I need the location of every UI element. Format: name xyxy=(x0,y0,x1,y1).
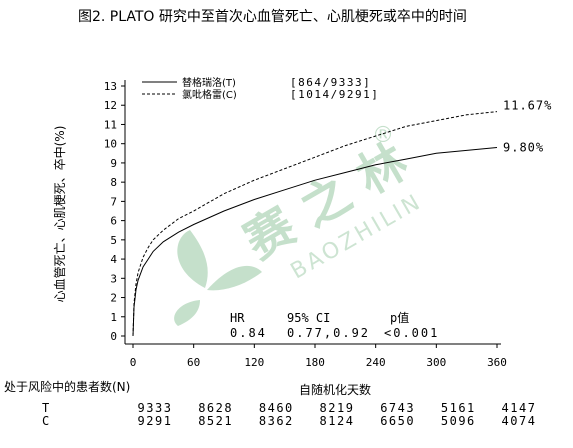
series-line-0 xyxy=(132,147,498,337)
stats-value: 0.77,0.92 xyxy=(287,326,370,340)
legend-count: [1014/9291] xyxy=(290,88,379,101)
risk-value: 6743 xyxy=(380,401,415,415)
legend-count: [864/9333] xyxy=(290,76,371,89)
y-axis-title: 心血管死亡、心肌梗死、卒中(%) xyxy=(52,126,67,303)
risk-value: 8362 xyxy=(259,414,294,428)
risk-value: 9333 xyxy=(138,401,173,415)
chart-legend: 替格瑞洛(T) [864/9333] 氯吡格雷(C) [1014/9291] xyxy=(142,76,379,101)
y-tick-label: 3 xyxy=(110,272,117,285)
x-tick-label: 180 xyxy=(305,356,325,369)
y-tick-label: 13 xyxy=(104,80,117,93)
risk-value: 6650 xyxy=(380,414,415,428)
series-end-label: 9.80% xyxy=(503,141,544,155)
watermark: 赛 之 林 BAOZHILIN ® xyxy=(174,123,427,326)
risk-value: 5096 xyxy=(441,414,476,428)
risk-table-label: 处于风险中的患者数(N) xyxy=(4,380,131,394)
series-end-label: 11.67% xyxy=(503,99,552,113)
stats-value: <0.001 xyxy=(384,326,439,340)
leaf-logo-icon xyxy=(174,230,262,326)
risk-group: T xyxy=(42,401,49,415)
y-tick-label: 7 xyxy=(110,195,117,208)
risk-value: 8124 xyxy=(320,414,355,428)
x-tick-label: 60 xyxy=(187,356,200,369)
risk-value: 8521 xyxy=(198,414,233,428)
x-tick-label: 120 xyxy=(244,356,264,369)
x-tick-label: 360 xyxy=(487,356,507,369)
x-tick-label: 0 xyxy=(130,356,137,369)
legend-label: 氯吡格雷(C) xyxy=(182,88,237,101)
risk-group: C xyxy=(42,414,49,428)
series-line-1 xyxy=(132,111,498,337)
y-tick-label: 0 xyxy=(110,330,117,343)
watermark-registered: ® xyxy=(372,123,394,148)
stats-header: 95% CI xyxy=(287,311,330,325)
chart-series: 9.80% 11.67% xyxy=(132,99,552,337)
risk-value: 8219 xyxy=(320,401,355,415)
risk-value: 4074 xyxy=(502,414,537,428)
risk-value: 8628 xyxy=(198,401,233,415)
y-tick-label: 12 xyxy=(104,99,117,112)
stats-value: 0.84 xyxy=(230,326,267,340)
y-tick-label: 11 xyxy=(104,118,117,131)
y-tick-label: 5 xyxy=(110,234,117,247)
stats-header: p值 xyxy=(390,310,409,325)
y-tick-label: 9 xyxy=(110,157,117,170)
y-tick-label: 6 xyxy=(110,215,117,228)
risk-value: 4147 xyxy=(502,401,537,415)
risk-value: 5161 xyxy=(441,401,476,415)
y-tick-label: 2 xyxy=(110,292,117,305)
y-tick-label: 1 xyxy=(110,311,117,324)
risk-table: T 9333 8628 8460 8219 6743 5161 4147 C 9291 8521 83… xyxy=(42,401,537,428)
figure-title: 图2. PLATO 研究中至首次心血管死亡、心肌梗死或卒中的时间 xyxy=(78,9,467,25)
x-tick-label: 300 xyxy=(426,356,446,369)
risk-value: 8460 xyxy=(259,401,294,415)
y-tick-label: 8 xyxy=(110,176,117,189)
x-tick-label: 240 xyxy=(366,356,386,369)
y-tick-label: 4 xyxy=(110,253,117,266)
chart-annotations: HR 95% CI p值 0.84 0.77,0.92 <0.001 xyxy=(230,310,439,340)
x-axis-title: 自随机化天数 xyxy=(299,382,371,397)
stats-header: HR xyxy=(230,311,245,325)
y-tick-label: 10 xyxy=(104,138,117,151)
risk-value: 9291 xyxy=(138,414,173,428)
legend-label: 替格瑞洛(T) xyxy=(182,76,236,89)
